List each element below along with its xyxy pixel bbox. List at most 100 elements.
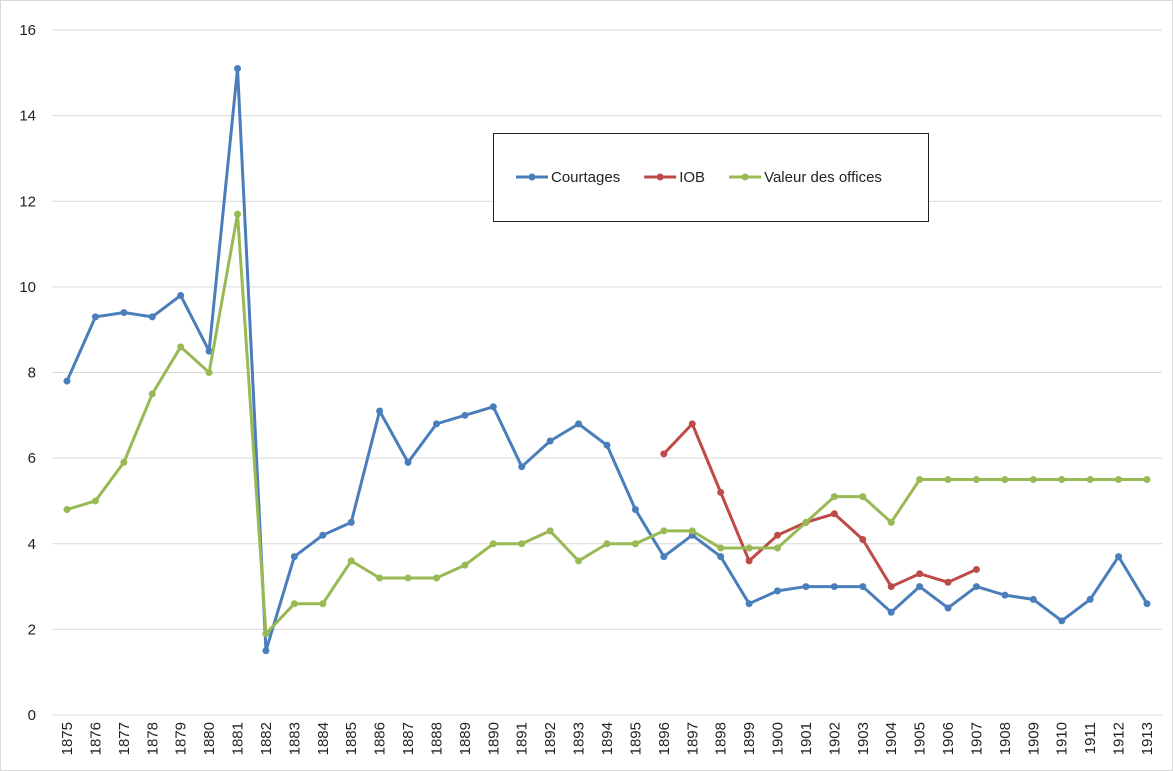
data-point <box>774 531 782 539</box>
x-tick-label: 1901 <box>798 722 815 755</box>
data-point <box>916 583 924 591</box>
x-tick-label: 1904 <box>883 722 900 755</box>
data-point <box>376 574 384 582</box>
data-point <box>319 600 327 608</box>
x-tick-label: 1883 <box>286 722 303 755</box>
x-tick-label: 1908 <box>997 722 1014 755</box>
data-point <box>575 420 583 428</box>
x-tick-label: 1879 <box>173 722 190 755</box>
x-tick-label: 1893 <box>571 722 588 755</box>
data-point <box>717 553 725 561</box>
data-point <box>546 437 554 445</box>
y-tick-label: 14 <box>19 108 36 125</box>
data-point <box>262 647 270 655</box>
x-tick-label: 1913 <box>1139 722 1156 755</box>
x-tick-label: 1875 <box>59 722 76 755</box>
data-point <box>1086 595 1094 603</box>
data-point <box>404 458 412 466</box>
x-tick-label: 1890 <box>485 722 502 755</box>
data-point <box>177 291 185 299</box>
x-tick-label: 1895 <box>627 722 644 755</box>
data-point <box>262 630 270 638</box>
data-point <box>717 488 725 496</box>
data-point <box>688 420 696 428</box>
data-point <box>859 535 867 543</box>
x-tick-label: 1907 <box>968 722 985 755</box>
legend-marker <box>528 173 536 181</box>
legend-box <box>493 133 929 222</box>
x-tick-label: 1892 <box>542 722 559 755</box>
data-point <box>319 531 327 539</box>
data-point <box>148 313 156 321</box>
data-point <box>347 518 355 526</box>
x-tick-label: 1909 <box>1025 722 1042 755</box>
data-point <box>660 553 668 561</box>
data-point <box>660 450 668 458</box>
data-point <box>177 343 185 351</box>
data-point <box>546 527 554 535</box>
data-point <box>603 540 611 548</box>
legend-label: Courtages <box>551 169 620 186</box>
data-point <box>1058 617 1066 625</box>
data-point <box>404 574 412 582</box>
data-point <box>461 411 469 419</box>
data-point <box>774 587 782 595</box>
x-tick-label: 1896 <box>656 722 673 755</box>
data-point <box>887 583 895 591</box>
x-tick-label: 1887 <box>400 722 417 755</box>
data-point <box>489 540 497 548</box>
data-point <box>802 518 810 526</box>
x-tick-label: 1898 <box>713 722 730 755</box>
data-point <box>1143 476 1151 484</box>
legend-marker <box>741 173 749 181</box>
data-point <box>347 557 355 565</box>
data-point <box>91 313 99 321</box>
data-point <box>1001 476 1009 484</box>
x-tick-label: 1900 <box>770 722 787 755</box>
x-tick-label: 1905 <box>912 722 929 755</box>
series-line <box>662 422 978 589</box>
data-point <box>660 527 668 535</box>
x-tick-label: 1899 <box>741 722 758 755</box>
y-tick-label: 4 <box>28 536 36 553</box>
y-tick-label: 0 <box>28 707 36 724</box>
y-tick-label: 10 <box>19 279 36 296</box>
y-tick-label: 16 <box>19 22 36 39</box>
data-point <box>234 65 242 73</box>
legend-label: IOB <box>679 169 705 186</box>
data-point <box>802 583 810 591</box>
data-point <box>887 608 895 616</box>
data-point <box>972 583 980 591</box>
y-tick-label: 8 <box>28 365 36 382</box>
data-point <box>830 583 838 591</box>
data-point <box>631 540 639 548</box>
data-point <box>1086 476 1094 484</box>
data-point <box>944 578 952 586</box>
data-point <box>859 493 867 501</box>
y-tick-label: 2 <box>28 621 36 638</box>
data-point <box>859 583 867 591</box>
legend-marker <box>656 173 664 181</box>
x-tick-label: 1891 <box>514 722 531 755</box>
data-point <box>63 377 71 385</box>
x-tick-label: 1912 <box>1111 722 1128 755</box>
x-tick-label: 1903 <box>855 722 872 755</box>
data-point <box>1029 476 1037 484</box>
data-point <box>376 407 384 415</box>
x-tick-label: 1880 <box>201 722 218 755</box>
x-tick-label: 1894 <box>599 722 616 755</box>
data-point <box>205 347 213 355</box>
x-tick-label: 1885 <box>343 722 360 755</box>
data-point <box>489 403 497 411</box>
data-point <box>575 557 583 565</box>
x-tick-label: 1902 <box>826 722 843 755</box>
data-point <box>432 574 440 582</box>
data-point <box>688 527 696 535</box>
data-point <box>972 476 980 484</box>
data-point <box>290 553 298 561</box>
x-tick-label: 1911 <box>1082 722 1099 754</box>
data-point <box>120 458 128 466</box>
data-point <box>774 544 782 552</box>
data-point <box>972 565 980 573</box>
